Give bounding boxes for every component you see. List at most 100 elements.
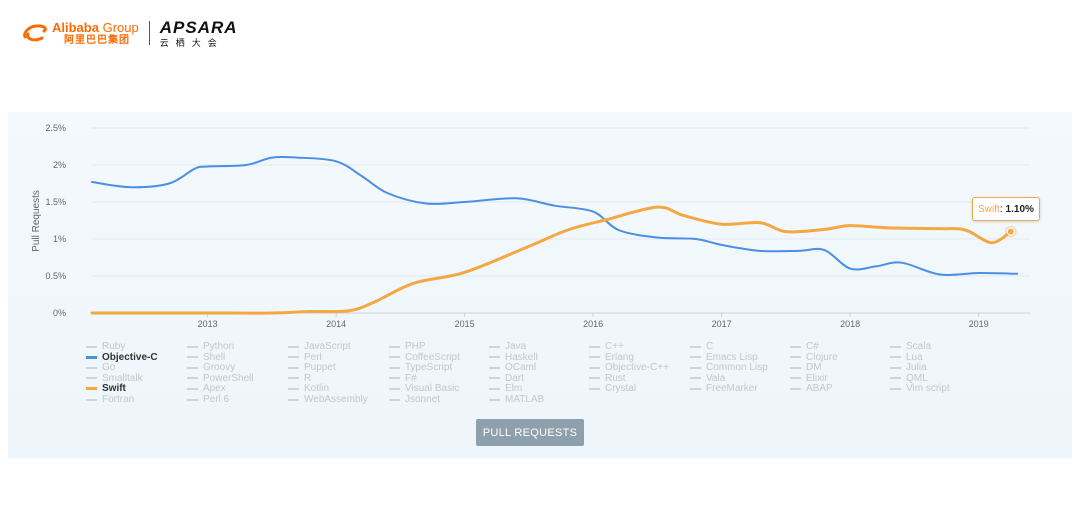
legend-label: F# [405,373,417,384]
tooltip-series: Swift [978,204,1000,215]
legend-swatch [589,377,600,379]
legend-swatch [790,367,801,369]
legend-item-dart[interactable]: Dart [489,373,524,384]
legend-item-smalltalk[interactable]: Smalltalk [86,373,143,384]
legend-item-crystal[interactable]: Crystal [589,383,636,394]
legend-item-c[interactable]: C [690,341,713,352]
legend-swatch [489,346,500,348]
legend-item-perl-6[interactable]: Perl 6 [187,394,229,405]
legend-label: PowerShell [203,373,254,384]
legend-swatch [389,346,400,348]
legend-item-elm[interactable]: Elm [489,383,522,394]
legend-swatch [86,399,97,401]
legend-swatch [790,356,801,358]
legend-label: Clojure [806,352,838,363]
legend-label: Elm [505,383,522,394]
legend-swatch [288,367,299,369]
legend-item-qml[interactable]: QML [890,373,928,384]
legend-item-vim-script[interactable]: Vim script [890,383,950,394]
legend-swatch [86,356,97,359]
legend-item-vala[interactable]: Vala [690,373,725,384]
legend-label: Dart [505,373,524,384]
legend-item-go[interactable]: Go [86,362,115,373]
legend-item-c-[interactable]: C# [790,341,819,352]
legend-item-haskell[interactable]: Haskell [489,352,538,363]
legend-item-typescript[interactable]: TypeScript [389,362,452,373]
x-tick-label: 2016 [583,319,603,329]
hover-marker[interactable] [1007,228,1014,235]
legend-item-emacs-lisp[interactable]: Emacs Lisp [690,352,758,363]
legend-item-ocaml[interactable]: OCaml [489,362,536,373]
legend-label: Vala [706,373,725,384]
x-tick-label: 2019 [969,319,989,329]
legend-item-scala[interactable]: Scala [890,341,931,352]
legend-item-fortran[interactable]: Fortran [86,394,134,405]
legend-label: DM [806,362,822,373]
legend-item-rust[interactable]: Rust [589,373,626,384]
legend-item-java[interactable]: Java [489,341,526,352]
legend-label: OCaml [505,362,536,373]
legend-swatch [86,377,97,379]
legend-item-julia[interactable]: Julia [890,362,927,373]
legend-label: Rust [605,373,626,384]
legend-item-r[interactable]: R [288,373,311,384]
legend-label: Fortran [102,394,134,405]
legend-item-jsonnet[interactable]: Jsonnet [389,394,440,405]
legend-item-javascript[interactable]: JavaScript [288,341,351,352]
chart-legend: Ruby Objective-C Go Smalltalk Swift Fortran Py… [86,341,1046,411]
legend-label: Apex [203,383,226,394]
legend-label: Haskell [505,352,538,363]
legend-swatch [890,356,901,358]
legend-item-objective-c-[interactable]: Objective-C++ [589,362,669,373]
x-tick-label: 2017 [712,319,732,329]
legend-item-elixir[interactable]: Elixir [790,373,828,384]
legend-label: QML [906,373,928,384]
legend-item-apex[interactable]: Apex [187,383,226,394]
legend-item-powershell[interactable]: PowerShell [187,373,254,384]
legend-item-c-[interactable]: C++ [589,341,624,352]
legend-label: Perl 6 [203,394,229,405]
series-line-swift[interactable] [92,207,1011,313]
legend-swatch [690,356,701,358]
legend-label: Python [203,341,234,352]
legend-swatch [489,367,500,369]
legend-item-perl[interactable]: Perl [288,352,322,363]
legend-item-lua[interactable]: Lua [890,352,923,363]
legend-swatch [389,377,400,379]
legend-item-puppet[interactable]: Puppet [288,362,336,373]
y-tick-label: 2% [53,160,66,170]
legend-item-visual-basic[interactable]: Visual Basic [389,383,459,394]
legend-item-ruby[interactable]: Ruby [86,341,125,352]
series-line-objective-c[interactable] [92,157,1017,275]
legend-item-python[interactable]: Python [187,341,234,352]
chart-series [92,157,1017,313]
legend-item-php[interactable]: PHP [389,341,426,352]
legend-item-freemarker[interactable]: FreeMarker [690,383,758,394]
pull-requests-button[interactable]: PULL REQUESTS [476,419,584,446]
tooltip-value: 1.10% [1006,204,1034,215]
legend-swatch [890,377,901,379]
legend-item-coffeescript[interactable]: CoffeeScript [389,352,460,363]
legend-item-webassembly[interactable]: WebAssembly [288,394,368,405]
legend-item-matlab[interactable]: MATLAB [489,394,544,405]
legend-item-clojure[interactable]: Clojure [790,352,838,363]
y-axis-ticks: 2.5% 2% 1.5% 1% 0.5% 0% [45,123,66,318]
legend-swatch [589,346,600,348]
legend-item-common-lisp[interactable]: Common Lisp [690,362,768,373]
legend-item-shell[interactable]: Shell [187,352,225,363]
legend-item-f-[interactable]: F# [389,373,417,384]
legend-label: ABAP [806,383,833,394]
legend-item-kotlin[interactable]: Kotlin [288,383,329,394]
legend-item-groovy[interactable]: Groovy [187,362,235,373]
legend-item-swift[interactable]: Swift [86,383,126,394]
y-tick-label: 0% [53,308,66,318]
legend-item-dm[interactable]: DM [790,362,822,373]
legend-item-objective-c[interactable]: Objective-C [86,352,158,363]
legend-swatch [288,399,299,401]
legend-label: Objective-C++ [605,362,669,373]
legend-swatch [86,346,97,348]
legend-swatch [690,367,701,369]
legend-item-erlang[interactable]: Erlang [589,352,634,363]
legend-label: Jsonnet [405,394,440,405]
legend-item-abap[interactable]: ABAP [790,383,833,394]
